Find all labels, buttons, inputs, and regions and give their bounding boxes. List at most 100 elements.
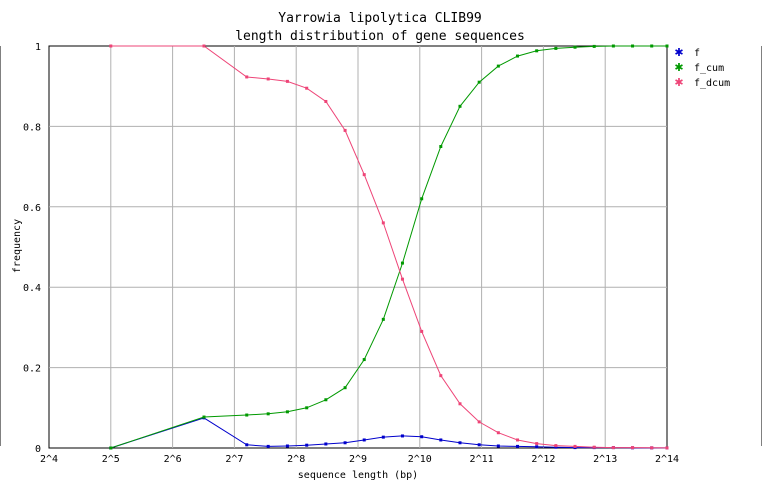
- data-point: [305, 406, 309, 410]
- x-tick-label: 2^8: [287, 454, 305, 465]
- data-point: [496, 444, 500, 448]
- x-tick-label: 2^14: [655, 454, 679, 465]
- data-point: [554, 444, 558, 448]
- data-point: [202, 415, 206, 419]
- x-tick-label: 2^6: [164, 454, 182, 465]
- chart-subtitle: length distribution of gene sequences: [235, 29, 525, 44]
- y-tick-label: 0: [35, 444, 41, 455]
- data-point: [266, 412, 270, 416]
- data-point: [245, 75, 249, 79]
- y-tick-label: 0.4: [23, 283, 41, 294]
- x-tick-label: 2^12: [531, 454, 555, 465]
- legend-item: ✱ f_dcum: [674, 76, 730, 89]
- data-point: [631, 44, 635, 48]
- y-tick-label: 0.2: [23, 364, 41, 375]
- data-point: [631, 446, 635, 450]
- legend-marker-icon: ✱: [674, 76, 683, 89]
- data-point: [573, 444, 577, 448]
- data-point: [611, 44, 615, 48]
- legend-label: f_dcum: [694, 78, 730, 89]
- data-point: [554, 46, 558, 50]
- data-point: [592, 445, 596, 449]
- data-point: [665, 446, 669, 450]
- data-point: [420, 435, 424, 439]
- data-point: [362, 438, 366, 442]
- data-point: [266, 77, 270, 81]
- legend-label: f_cum: [694, 63, 724, 74]
- data-point: [285, 444, 289, 448]
- x-tick-label: 2^13: [593, 454, 617, 465]
- series-group: [109, 44, 669, 450]
- series-f: [109, 416, 669, 450]
- data-point: [420, 197, 424, 201]
- x-tick-labels: 2^4 2^5 2^6 2^7 2^8 2^9 2^10 2^11 2^12 2^13 2^14: [40, 454, 679, 465]
- data-point: [458, 104, 462, 108]
- legend-item: ✱ f: [674, 46, 700, 59]
- data-point: [285, 410, 289, 414]
- series-line: [110, 45, 667, 449]
- data-point: [305, 443, 309, 447]
- data-point: [516, 438, 520, 442]
- y-axis-label: frequency: [12, 219, 23, 273]
- legend-label: f: [694, 48, 700, 59]
- data-point: [420, 329, 424, 333]
- x-tick-label: 2^9: [349, 454, 367, 465]
- series-line: [110, 417, 667, 449]
- data-point: [439, 374, 443, 378]
- data-point: [477, 80, 481, 84]
- data-point: [516, 444, 520, 448]
- data-point: [245, 443, 249, 447]
- data-point: [324, 99, 328, 103]
- data-point: [496, 64, 500, 68]
- data-point: [516, 54, 520, 58]
- y-tick-labels: 0 0.2 0.4 0.6 0.8 1: [23, 42, 41, 455]
- data-point: [650, 44, 654, 48]
- data-point: [665, 44, 669, 48]
- legend-item: ✱ f_cum: [674, 61, 724, 74]
- data-point: [439, 145, 443, 148]
- data-point: [458, 402, 462, 406]
- data-point: [305, 86, 309, 90]
- data-point: [343, 386, 347, 390]
- grid-lines: [49, 46, 667, 448]
- data-point: [381, 317, 385, 321]
- chart-title: Yarrowia lipolytica CLIB99: [278, 11, 482, 26]
- data-point: [535, 445, 539, 449]
- data-point: [535, 49, 539, 53]
- data-point: [362, 358, 366, 362]
- y-tick-label: 1: [35, 42, 41, 53]
- legend-marker-icon: ✱: [674, 61, 683, 74]
- data-point: [400, 434, 404, 438]
- data-point: [109, 446, 113, 450]
- data-point: [611, 446, 615, 450]
- data-point: [439, 438, 443, 442]
- data-point: [343, 128, 347, 132]
- data-point: [343, 441, 347, 445]
- data-point: [324, 398, 328, 402]
- data-point: [381, 221, 385, 225]
- legend: ✱ f✱ f_cum✱ f_dcum: [674, 46, 730, 89]
- series-line: [110, 45, 668, 449]
- x-tick-label: 2^10: [408, 454, 432, 465]
- x-axis-label: sequence length (bp): [298, 470, 418, 481]
- data-point: [285, 79, 289, 83]
- legend-marker-icon: ✱: [674, 46, 683, 59]
- data-point: [477, 443, 481, 447]
- data-point: [458, 441, 462, 445]
- x-tick-label: 2^5: [102, 454, 120, 465]
- y-tick-label: 0.8: [23, 122, 41, 133]
- data-point: [266, 444, 270, 448]
- data-point: [496, 431, 500, 435]
- data-point: [381, 435, 385, 439]
- data-point: [650, 446, 654, 450]
- data-point: [202, 44, 206, 48]
- series-f-cum: [109, 44, 669, 450]
- x-tick-label: 2^4: [40, 454, 58, 465]
- data-point: [573, 45, 577, 49]
- data-point: [245, 413, 249, 417]
- data-point: [324, 442, 328, 446]
- x-tick-label: 2^7: [225, 454, 243, 465]
- data-point: [535, 442, 539, 446]
- data-point: [109, 44, 113, 48]
